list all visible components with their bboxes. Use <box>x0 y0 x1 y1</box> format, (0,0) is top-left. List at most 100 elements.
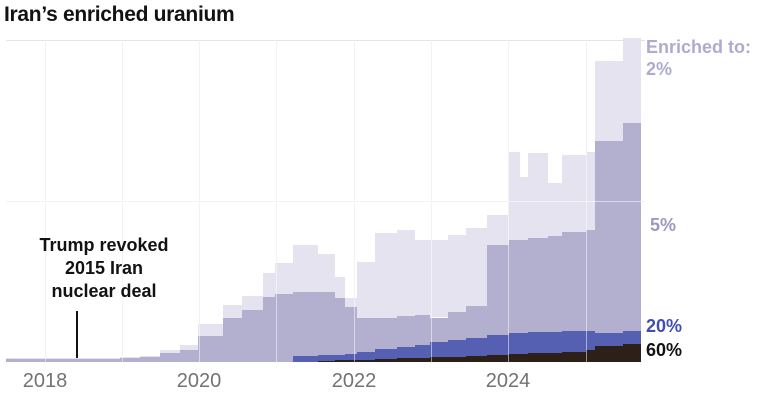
bar-segment-enriched-60pct <box>519 353 529 362</box>
bar-segment-enriched-5pct <box>223 317 242 362</box>
bar-segment-enriched-2pct <box>623 38 642 124</box>
bar-segment-enriched-20pct <box>519 333 529 354</box>
bar-segment-enriched-5pct <box>241 310 263 362</box>
value-gridline <box>6 201 645 202</box>
bar-segment-enriched-2pct <box>179 344 198 351</box>
bar-segment-enriched-60pct <box>487 354 509 362</box>
bar-segment-enriched-20pct <box>586 331 595 351</box>
bar-segment-enriched-5pct <box>262 297 275 362</box>
bar-segment-enriched-2pct <box>345 297 357 307</box>
bar-segment-enriched-5pct <box>159 353 180 362</box>
annotation-line-3: nuclear deal <box>51 280 157 301</box>
annotation-line-1: Trump revoked <box>39 235 169 255</box>
bar-segment-enriched-5pct <box>623 123 642 332</box>
legend-label-5pct: 5% <box>650 215 677 235</box>
bar-segment-enriched-5pct <box>528 238 548 332</box>
bar-segment-enriched-2pct <box>356 261 375 318</box>
bar-segment-enriched-2pct <box>262 272 275 297</box>
bar-segment-enriched-60pct <box>547 353 563 362</box>
value-gridline <box>6 40 645 41</box>
bar-segment-enriched-20pct <box>318 354 336 361</box>
bar-segment-enriched-2pct <box>487 214 509 245</box>
bar-segment-enriched-20pct <box>345 353 357 360</box>
legend-label-2pct: 2% <box>646 59 673 79</box>
x-tick-2020: 2020 <box>176 370 222 392</box>
annotation-trump-revoked-deal: Trump revoked 2015 Iran nuclear deal <box>8 234 200 303</box>
bar-segment-enriched-5pct <box>274 294 293 362</box>
bar-segment-enriched-2pct <box>448 234 466 312</box>
bar-segment-enriched-2pct <box>374 233 397 319</box>
annotation-line-2: 2015 Iran <box>64 257 144 278</box>
bar-segment-enriched-20pct <box>397 347 415 359</box>
bar-segment-enriched-2pct <box>397 230 415 317</box>
bar-segment-enriched-5pct <box>120 358 140 362</box>
bar-segment-enriched-2pct <box>335 277 346 298</box>
bar-segment-enriched-5pct <box>465 306 488 338</box>
bar-segment-enriched-20pct <box>623 331 642 344</box>
bar-segment-enriched-2pct <box>562 155 587 233</box>
bar-segment-enriched-20pct <box>594 333 624 346</box>
bar-segment-enriched-60pct <box>356 360 375 362</box>
legend-label-60pct: 60% <box>646 340 683 360</box>
bar-segment-enriched-5pct <box>487 244 509 335</box>
bar-segment-enriched-20pct <box>374 349 397 360</box>
bar-segment-enriched-2pct <box>465 228 488 306</box>
bar-segment-enriched-20pct <box>562 331 587 352</box>
bar-segment-enriched-20pct <box>335 354 346 361</box>
bar-segment-enriched-2pct <box>139 355 160 357</box>
legend-label-20pct: 20% <box>646 316 683 336</box>
bar-segment-enriched-20pct <box>430 341 448 357</box>
bar-segment-enriched-60pct <box>335 360 346 362</box>
bar-segment-enriched-60pct <box>430 356 448 362</box>
bar-segment-enriched-2pct <box>292 244 319 292</box>
bar-segment-enriched-20pct <box>414 345 431 359</box>
bar-segment-enriched-5pct <box>397 316 415 348</box>
bar-segment-enriched-2pct <box>547 183 563 237</box>
bar-segment-enriched-2pct <box>586 152 595 230</box>
x-tick-2018: 2018 <box>22 370 68 392</box>
bar-segment-enriched-5pct <box>139 356 160 362</box>
bar-segment-enriched-20pct <box>547 332 563 353</box>
bar-segment-enriched-60pct <box>397 358 415 362</box>
bar-segment-enriched-2pct <box>274 263 293 294</box>
bar-segment-enriched-20pct <box>465 337 488 356</box>
bar-segment-enriched-5pct <box>448 311 466 340</box>
bar-segment-enriched-5pct <box>414 315 431 346</box>
bar-segment-enriched-2pct <box>197 324 224 336</box>
bar-segment-enriched-2pct <box>120 357 140 359</box>
bar-segment-enriched-20pct <box>509 333 520 354</box>
bar-segment-enriched-60pct <box>528 353 548 362</box>
bar-segment-enriched-20pct <box>528 332 548 353</box>
bar-segment-enriched-5pct <box>197 335 224 362</box>
bar-segment-enriched-5pct <box>547 236 563 333</box>
bar-segment-enriched-60pct <box>374 359 397 362</box>
bar-segment-enriched-60pct <box>562 352 587 362</box>
bar-segment-enriched-60pct <box>623 344 642 362</box>
bar-segment-enriched-20pct <box>487 335 509 355</box>
bar-segment-enriched-60pct <box>586 350 595 362</box>
bar-segment-enriched-5pct <box>318 291 336 355</box>
bar-segment-enriched-60pct <box>594 345 624 362</box>
bar-segment-enriched-2pct <box>594 61 624 142</box>
bar-segment-enriched-2pct <box>430 239 448 318</box>
bar-segment-enriched-5pct <box>519 240 529 334</box>
bar-segment-enriched-60pct <box>509 353 520 362</box>
bar-segment-enriched-5pct <box>586 230 595 332</box>
bar-segment-enriched-20pct <box>356 352 375 361</box>
bar-segment-enriched-60pct <box>465 355 488 362</box>
bar-segment-enriched-2pct <box>509 152 520 240</box>
bar-segment-enriched-20pct <box>448 339 466 357</box>
bar-segment-enriched-2pct <box>318 253 336 292</box>
bar-segment-enriched-5pct <box>562 232 587 332</box>
bar-segment-enriched-2pct <box>223 305 242 318</box>
bar-segment-enriched-5pct <box>345 306 357 354</box>
bar-segment-enriched-5pct <box>594 141 624 333</box>
bar-segment-enriched-5pct <box>374 318 397 350</box>
bar-segment-enriched-5pct <box>509 240 520 334</box>
bar-segment-enriched-2pct <box>6 358 121 360</box>
bar-segment-enriched-60pct <box>318 361 336 362</box>
bar-segment-enriched-20pct <box>292 355 319 362</box>
x-tick-2022: 2022 <box>331 370 377 392</box>
bar-segment-enriched-5pct <box>356 317 375 352</box>
